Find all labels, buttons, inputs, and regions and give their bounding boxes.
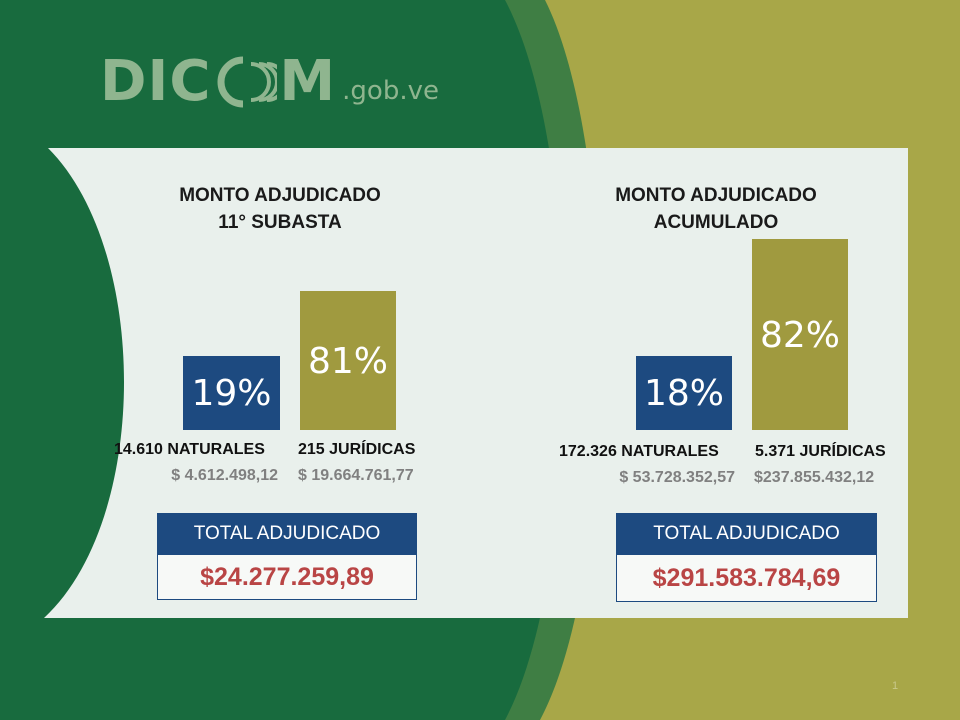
right-title-line2: ACUMULADO — [653, 212, 779, 233]
left-naturales-pct: 19% — [191, 372, 272, 414]
left-title: MONTO ADJUDICADO 11° SUBASTA — [130, 182, 430, 236]
right-naturales-amount: $ 53.728.352,57 — [619, 469, 735, 486]
left-juridicas-pct: 81% — [307, 341, 388, 382]
logo-text-right: M — [279, 49, 337, 114]
right-naturales-label: 172.326 NATURALES — [559, 443, 719, 460]
left-naturales-label: 14.610 NATURALES — [114, 441, 265, 458]
right-juridicas-label: 5.371 JURÍDICAS — [755, 443, 886, 460]
logo-text-left: DIC — [100, 49, 212, 114]
right-total-value: $291.583.784,69 — [616, 555, 877, 602]
logo-suffix: .gob.ve — [342, 76, 439, 106]
right-title-line1: MONTO ADJUDICADO — [615, 185, 817, 206]
right-naturales-bar: 18% — [636, 356, 732, 430]
dicom-logo: DIC M .gob.ve — [100, 50, 439, 110]
left-title-line1: MONTO ADJUDICADO — [179, 185, 381, 206]
left-naturales-bar: 19% — [183, 356, 280, 430]
left-juridicas-amount: $ 19.664.761,77 — [298, 467, 414, 484]
right-naturales-pct: 18% — [643, 372, 724, 414]
right-total-label: TOTAL ADJUDICADO — [616, 513, 877, 555]
left-juridicas-bar: 81% — [300, 291, 396, 430]
left-juridicas-label: 215 JURÍDICAS — [298, 441, 416, 458]
right-juridicas-amount: $237.855.432,12 — [754, 469, 875, 486]
right-title: MONTO ADJUDICADO ACUMULADO — [566, 182, 866, 236]
left-total-label: TOTAL ADJUDICADO — [157, 513, 417, 555]
logo-wave-icon — [213, 56, 288, 108]
left-title-line2: 11° SUBASTA — [218, 212, 342, 233]
right-juridicas-pct: 82% — [759, 315, 840, 356]
page-number: 1 — [892, 680, 899, 692]
right-juridicas-bar: 82% — [752, 239, 848, 430]
left-naturales-amount: $ 4.612.498,12 — [171, 467, 278, 484]
left-total-value: $24.277.259,89 — [157, 555, 417, 600]
